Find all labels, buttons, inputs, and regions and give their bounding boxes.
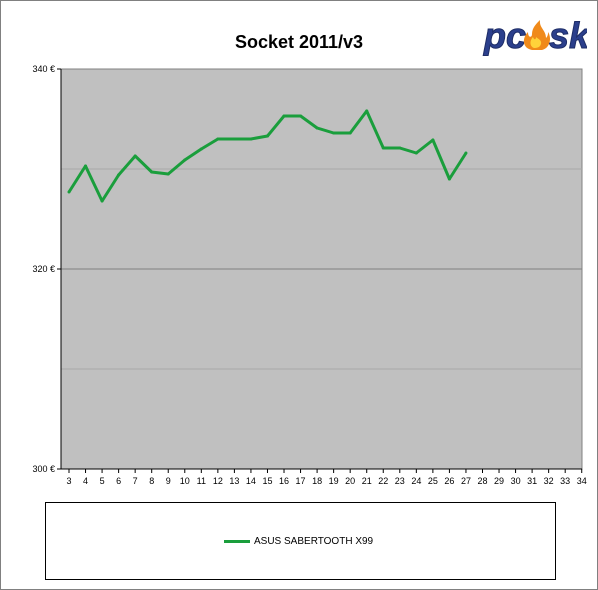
x-tick-label: 15 [262,476,272,486]
y-tick-label: 300 € [32,464,55,474]
data-point [332,131,336,135]
legend-swatch [224,540,250,543]
x-tick-label: 9 [166,476,171,486]
x-tick-label: 3 [66,476,71,486]
data-point [232,137,236,141]
data-point [100,199,104,203]
x-tick-label: 5 [100,476,105,486]
data-point [282,114,286,118]
x-tick-label: 28 [477,476,487,486]
x-tick-label: 11 [197,476,206,486]
x-tick-label: 19 [329,476,339,486]
data-point [216,137,220,141]
x-tick-label: 6 [116,476,121,486]
legend-label: ASUS SABERTOOTH X99 [254,536,374,547]
data-point [299,114,303,118]
data-point [315,126,319,130]
data-point [348,131,352,135]
data-point [84,164,88,168]
data-point [381,146,385,150]
data-point [150,170,154,174]
x-tick-label: 24 [411,476,421,486]
data-point [365,109,369,113]
logo-text-sk: sk [549,15,587,56]
x-tick-label: 13 [229,476,239,486]
x-tick-label: 17 [296,476,306,486]
x-tick-label: 4 [83,476,88,486]
x-tick-label: 34 [577,476,587,486]
x-tick-label: 33 [560,476,570,486]
data-point [133,154,137,158]
x-tick-label: 31 [527,476,537,486]
x-tick-label: 23 [395,476,405,486]
x-tick-label: 21 [362,476,372,486]
data-point [166,172,170,176]
data-point [447,177,451,181]
x-tick-label: 7 [133,476,138,486]
x-tick-label: 29 [494,476,504,486]
x-tick-label: 22 [378,476,388,486]
x-tick-label: 10 [180,476,190,486]
legend-item: ASUS SABERTOOTH X99 [224,536,373,547]
data-point [199,147,203,151]
data-point [183,158,187,162]
data-point [414,151,418,155]
data-point [431,138,435,142]
x-tick-label: 16 [279,476,289,486]
data-point [464,151,468,155]
x-tick-label: 18 [312,476,322,486]
data-point [249,137,253,141]
flame-icon [523,20,550,50]
x-tick-label: 8 [149,476,154,486]
x-tick-label: 27 [461,476,471,486]
x-tick-label: 26 [444,476,454,486]
chart-legend: ASUS SABERTOOTH X99 [45,502,556,580]
data-point [117,173,121,177]
x-tick-label: 14 [246,476,256,486]
x-tick-label: 30 [511,476,521,486]
pcsk-logo: pc sk [483,15,588,57]
y-tick-label: 340 € [32,64,55,74]
data-point [265,134,269,138]
x-tick-label: 25 [428,476,438,486]
x-tick-label: 12 [213,476,223,486]
x-tick-label: 32 [544,476,554,486]
data-point [67,190,71,194]
data-point [398,146,402,150]
x-tick-label: 20 [345,476,355,486]
chart-title: Socket 2011/v3 [234,32,364,52]
logo-text-pc: pc [483,15,526,56]
y-tick-label: 320 € [32,264,55,274]
